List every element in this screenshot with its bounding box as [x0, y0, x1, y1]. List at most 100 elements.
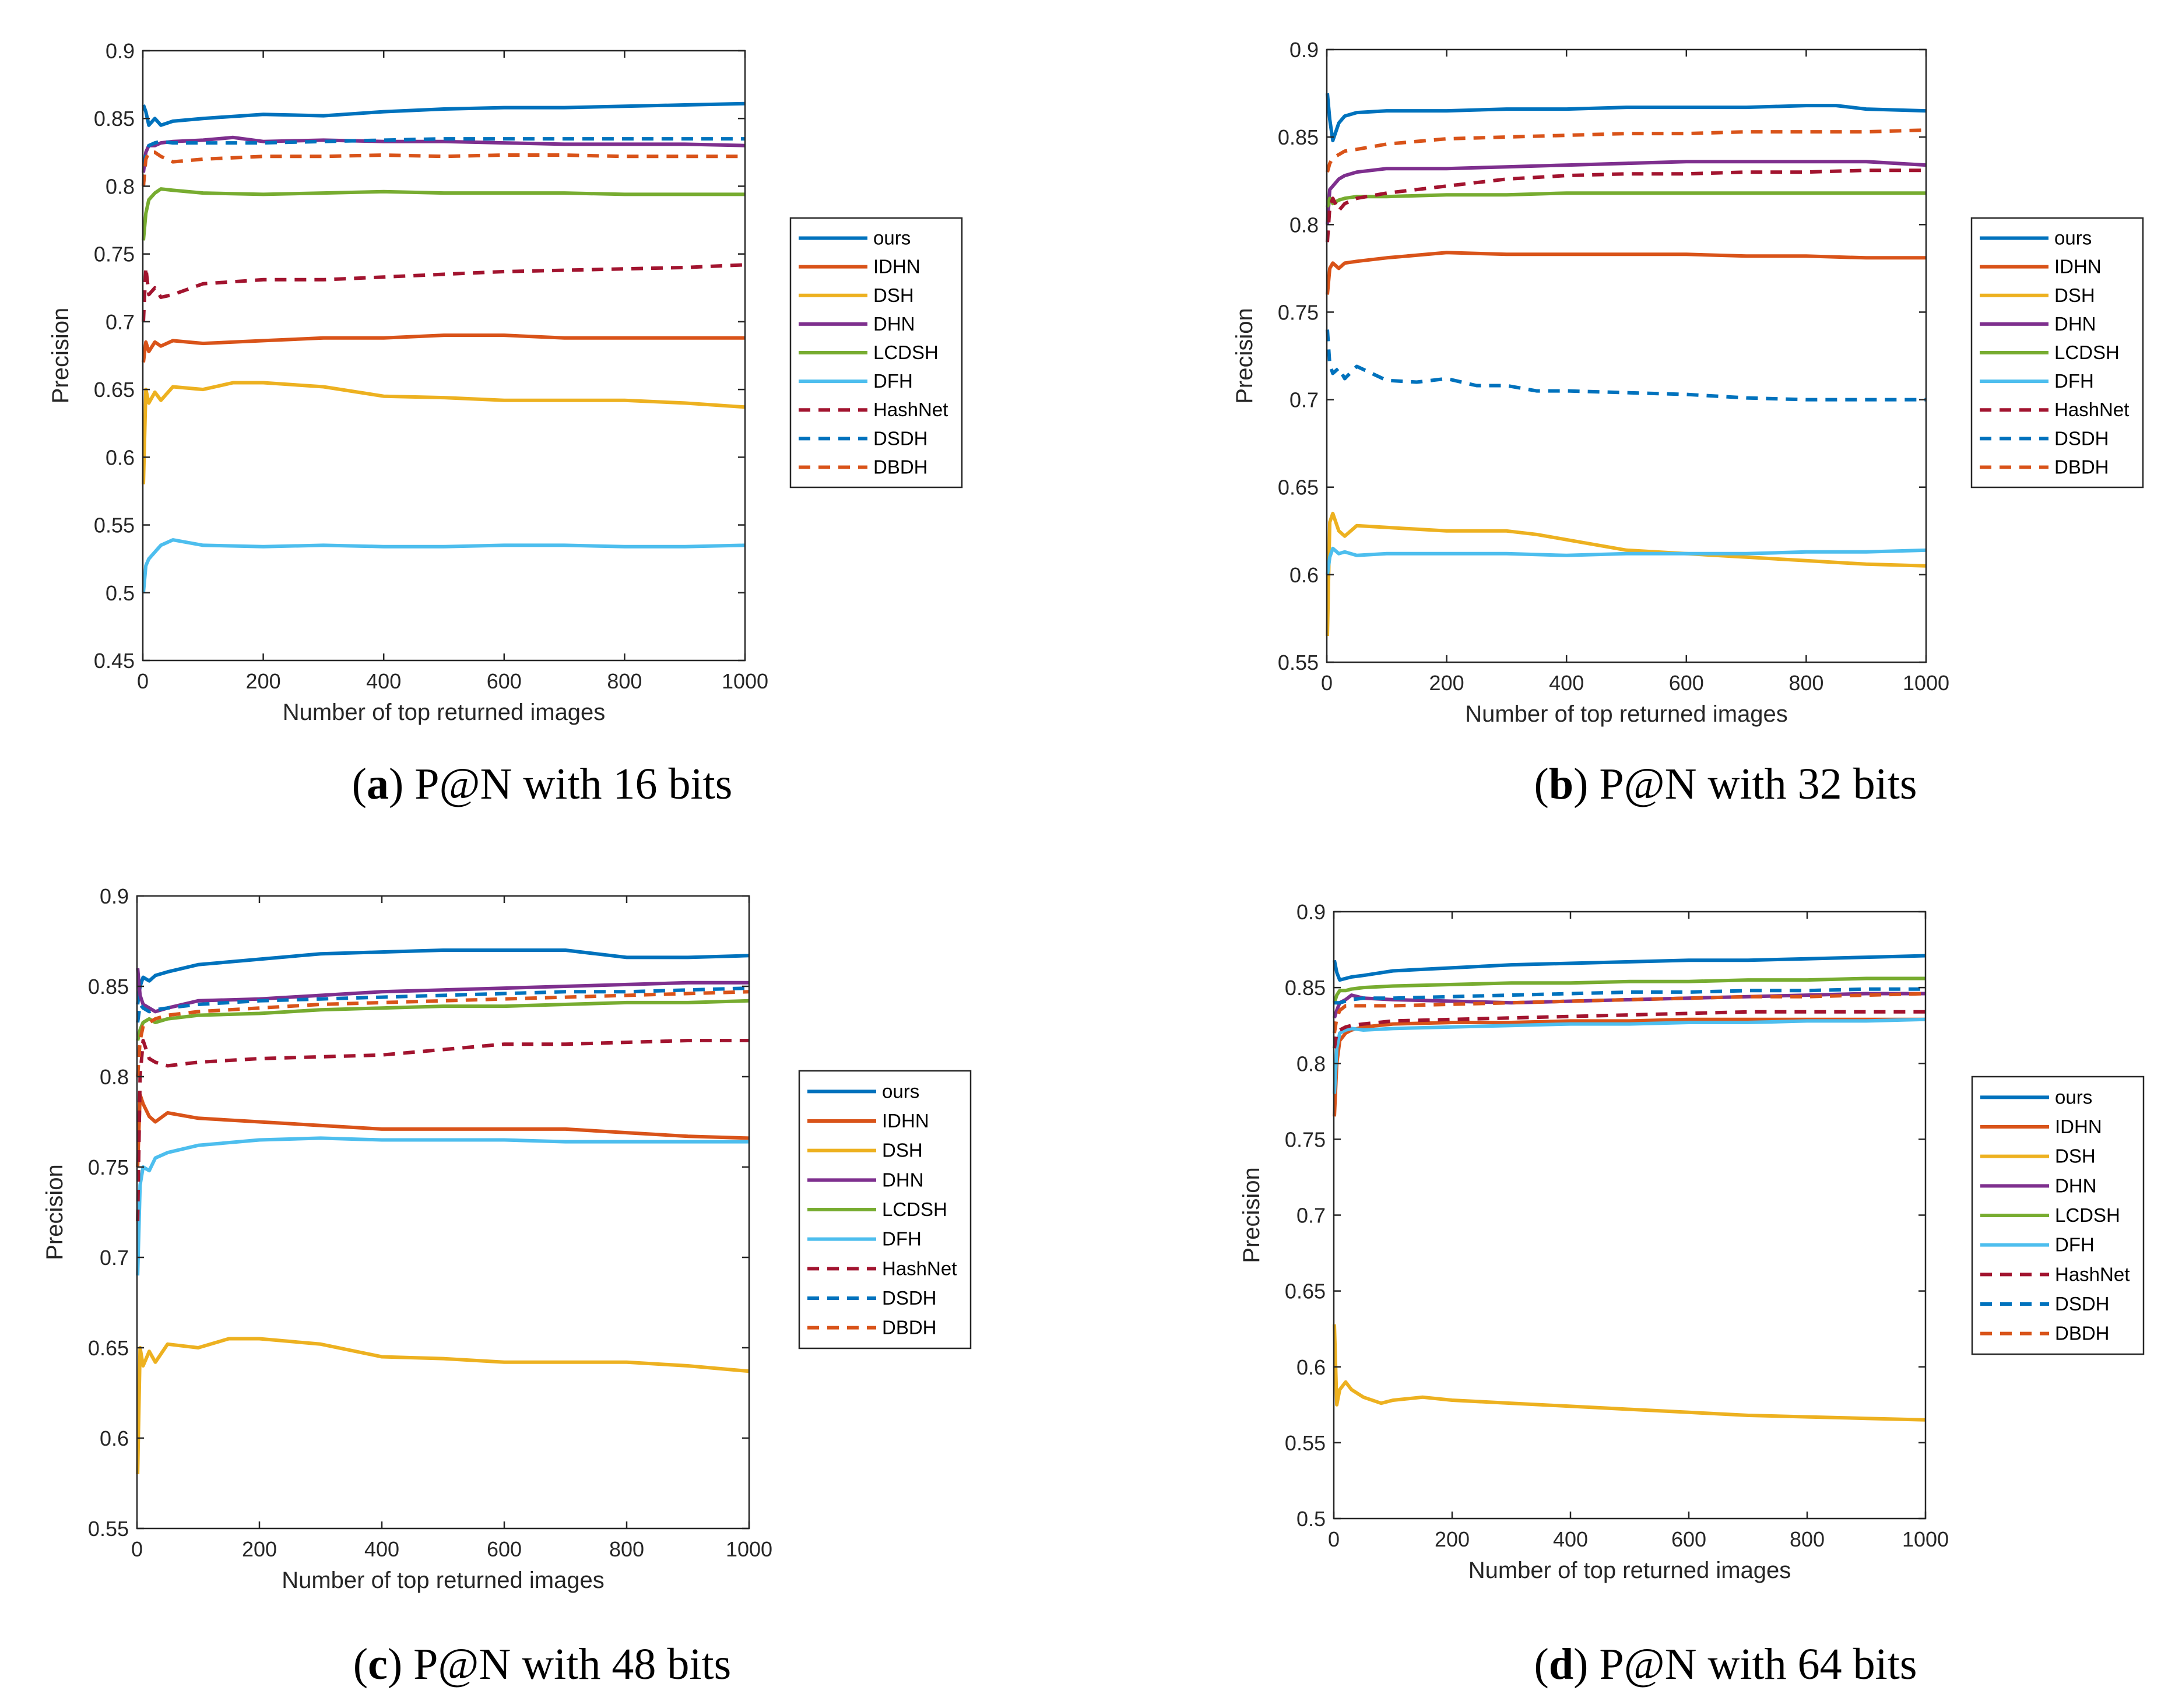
legend-label-dhn: DHN — [2055, 1175, 2097, 1196]
x-tick-label: 600 — [487, 669, 522, 693]
y-tick-label: 0.65 — [1285, 1280, 1326, 1303]
y-tick-label: 0.75 — [88, 1155, 129, 1179]
y-tick-label: 0.85 — [88, 975, 129, 999]
legend-label-lcdsh: LCDSH — [2055, 1204, 2120, 1226]
legend-label-dbdh: DBDH — [2055, 1323, 2110, 1344]
legend-label-dsh: DSH — [2055, 1145, 2096, 1167]
y-axis-label: Precision — [1232, 308, 1257, 404]
legend-label-ours: ours — [2055, 1086, 2092, 1108]
series-line-lcdsh — [142, 187, 745, 241]
chart-panel-c: 0 200 400 600 800 1000 0.55 0.6 0.65 0.7 0.75 0.8 0.… — [42, 884, 972, 1689]
y-tick-label: 0.65 — [94, 378, 135, 402]
series-line-hashnet — [142, 263, 746, 322]
series-line-hashnet — [1333, 1010, 1925, 1049]
series-line-dsh — [136, 1337, 750, 1475]
series-line-ours — [1326, 93, 1927, 143]
y-tick-label: 0.5 — [1296, 1507, 1326, 1531]
series-line-dfh — [1333, 1017, 1926, 1094]
x-tick-label: 800 — [1790, 1527, 1825, 1551]
x-axis-label: Number of top returned images — [283, 700, 606, 725]
legend-label-dsdh: DSDH — [873, 427, 928, 449]
y-axis-label: Precision — [1239, 1167, 1264, 1263]
legend-label-dhn: DHN — [873, 313, 915, 335]
series-line-dsdh — [142, 137, 745, 187]
legend-label-dhn: DHN — [882, 1169, 924, 1190]
x-tick-label: 400 — [1553, 1527, 1588, 1551]
y-tick-label: 0.7 — [1289, 388, 1319, 412]
x-axis-label: Number of top returned images — [1468, 1558, 1791, 1583]
caption-open-paren: ( — [352, 760, 367, 809]
series-line-dbdh — [142, 150, 745, 187]
y-tick-label: 0.9 — [1289, 38, 1319, 62]
y-tick-label: 0.65 — [1278, 476, 1319, 500]
series-lines — [136, 948, 750, 1475]
x-tick-label: 800 — [609, 1537, 644, 1561]
y-tick-label: 0.6 — [100, 1426, 129, 1450]
series-line-dsh — [1326, 511, 1927, 637]
y-tick-label: 0.8 — [106, 174, 135, 198]
legend-label-dfh: DFH — [873, 370, 913, 392]
y-tick-label: 0.7 — [100, 1246, 129, 1270]
y-tick-label: 0.85 — [1278, 125, 1319, 149]
x-tick-label: 1000 — [722, 669, 768, 693]
chart-panel-b: 0 200 400 600 800 1000 0.55 0.6 0.65 0.7 0.75 0.8 0.… — [1232, 38, 2144, 809]
legend-label-ours: ours — [882, 1080, 919, 1102]
caption-letter: d — [1549, 1640, 1573, 1689]
y-tick-label: 0.45 — [94, 649, 135, 673]
panel-caption: (c) P@N with 48 bits — [353, 1640, 731, 1689]
legend-label-dsdh: DSDH — [2055, 1293, 2110, 1315]
legend-label-idhn: IDHN — [873, 256, 920, 277]
legend-label-dsh: DSH — [882, 1140, 923, 1161]
series-line-lcdsh — [1333, 976, 1925, 1004]
series-lines — [142, 101, 746, 593]
x-tick-label: 200 — [1435, 1527, 1470, 1551]
legend-label-dfh: DFH — [882, 1228, 922, 1250]
series-line-ours — [1333, 954, 1926, 982]
y-tick-label: 0.55 — [94, 514, 135, 537]
x-axis-label: Number of top returned images — [282, 1568, 605, 1593]
legend-label-dsh: DSH — [873, 284, 914, 306]
chart-panel-a: 0 200 400 600 800 1000 0.45 0.5 0.55 0.6 0.65 0.7 0.… — [48, 39, 963, 809]
series-line-lcdsh — [136, 999, 750, 1041]
axes-box — [1326, 48, 1927, 663]
x-tick-label: 400 — [364, 1537, 399, 1561]
legend-label-lcdsh: LCDSH — [2054, 342, 2120, 363]
y-tick-label: 0.75 — [1278, 300, 1319, 324]
caption-text: ) P@N with 48 bits — [388, 1640, 731, 1689]
series-line-idhn — [1326, 251, 1926, 295]
y-tick-label: 0.65 — [88, 1336, 129, 1360]
y-tick-label: 0.55 — [88, 1517, 129, 1541]
series-lines — [1326, 93, 1927, 637]
x-tick-label: 0 — [1321, 671, 1333, 695]
legend-label-dbdh: DBDH — [882, 1317, 937, 1338]
legend-label-hashnet: HashNet — [882, 1257, 957, 1279]
series-line-dhn — [1326, 160, 1927, 225]
series-line-dbdh — [1333, 992, 1926, 1034]
series-line-dfh — [1326, 546, 1927, 575]
series-line-dsdh — [1326, 329, 1926, 402]
legend: ours IDHN DSH DHN LCDSH DFH HashNet DSDH DBDH — [789, 217, 963, 488]
legend-label-dfh: DFH — [2054, 370, 2094, 392]
legend-label-ours: ours — [2054, 227, 2092, 249]
caption-letter: a — [367, 760, 389, 809]
y-tick-label: 0.85 — [94, 107, 135, 131]
x-tick-label: 400 — [1549, 671, 1584, 695]
legend-label-lcdsh: LCDSH — [873, 342, 939, 363]
series-lines — [1333, 954, 1926, 1422]
legend-label-hashnet: HashNet — [2055, 1263, 2130, 1285]
caption-text: ) P@N with 64 bits — [1573, 1640, 1917, 1689]
x-tick-label: 0 — [137, 669, 149, 693]
legend-label-dsdh: DSDH — [882, 1287, 937, 1309]
legend-label-idhn: IDHN — [882, 1110, 929, 1131]
series-line-hashnet — [136, 1039, 749, 1222]
plot-area — [1334, 912, 1925, 1519]
y-tick-label: 0.5 — [106, 581, 135, 605]
legend-label-dsh: DSH — [2054, 284, 2095, 306]
legend-label-dfh: DFH — [2055, 1234, 2095, 1256]
series-line-ours — [136, 948, 750, 1005]
series-line-dsdh — [1334, 987, 1925, 1005]
axes-box — [142, 50, 746, 662]
y-tick-label: 0.6 — [1296, 1355, 1326, 1379]
series-line-dsh — [142, 381, 746, 484]
y-tick-label: 0.85 — [1285, 976, 1326, 1000]
